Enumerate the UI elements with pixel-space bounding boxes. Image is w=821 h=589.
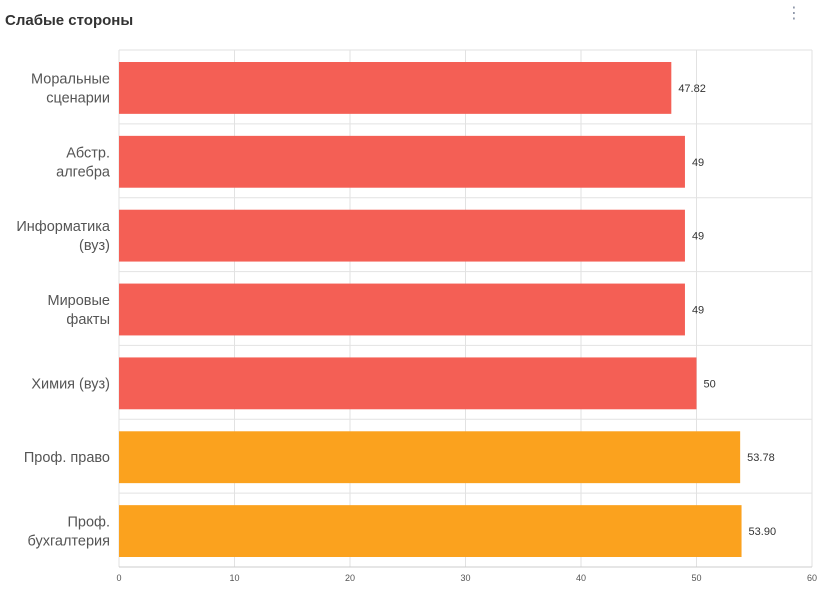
category-label: Проф. (67, 515, 110, 531)
category-label: алгебра (56, 164, 111, 180)
data-label: 49 (692, 231, 704, 243)
bar (119, 283, 685, 336)
category-label: Информатика (16, 219, 111, 235)
chart-title: Слабые стороны (5, 12, 134, 29)
bar (119, 431, 741, 484)
data-label: 50 (704, 378, 716, 390)
category-label: Моральные (31, 71, 110, 87)
category-label: (вуз) (79, 238, 110, 254)
x-tick-label: 20 (345, 573, 355, 583)
bar (119, 505, 742, 557)
category-label: сценарии (46, 90, 110, 106)
category-label: бухгалтерия (27, 534, 110, 550)
category-label: факты (66, 312, 110, 328)
bar (119, 357, 697, 410)
data-label: 53.78 (747, 452, 775, 464)
x-tick-label: 30 (460, 573, 470, 583)
category-label: Мировые (48, 293, 111, 309)
x-tick-label: 50 (691, 573, 701, 583)
data-label: 53.90 (749, 526, 777, 538)
x-tick-label: 10 (229, 573, 239, 583)
data-label: 49 (692, 305, 704, 317)
x-tick-label: 40 (576, 573, 586, 583)
x-tick-label: 0 (116, 573, 121, 583)
data-label: 49 (692, 157, 704, 169)
category-label: Химия (вуз) (31, 376, 110, 392)
bar (119, 135, 685, 188)
vertical-ellipsis-icon[interactable]: ⋮ (786, 5, 802, 22)
data-label: 47.82 (678, 83, 706, 95)
bar (119, 62, 672, 114)
category-label: Абстр. (66, 145, 110, 161)
bar (119, 209, 685, 262)
category-label: Проф. право (24, 450, 110, 466)
x-tick-label: 60 (807, 573, 817, 583)
